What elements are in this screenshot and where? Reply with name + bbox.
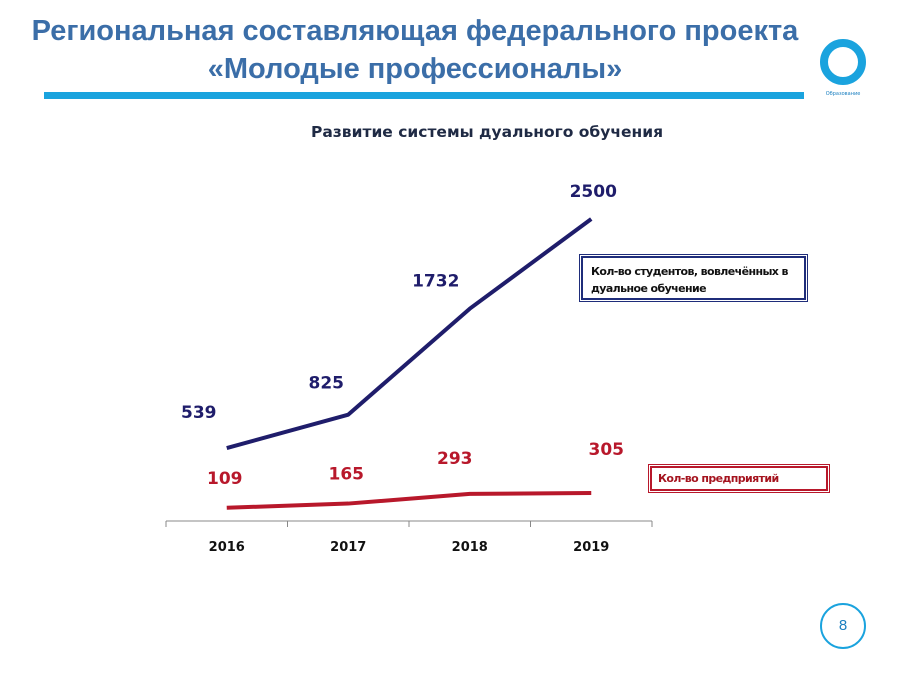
education-logo: Образование bbox=[816, 38, 870, 108]
data-label-1-2018: 293 bbox=[437, 449, 473, 469]
page-title: Региональная составляющая федерального п… bbox=[0, 12, 830, 88]
legend-students: Кол-во студентов, вовлечённых в дуальное… bbox=[579, 254, 808, 302]
logo-caption: Образование bbox=[825, 91, 861, 97]
data-label-0-2019: 2500 bbox=[570, 182, 617, 202]
series-line-0 bbox=[226, 217, 593, 450]
x-tick-label-2017: 2017 bbox=[330, 540, 366, 555]
series-line-1 bbox=[226, 491, 592, 510]
data-label-0-2017: 825 bbox=[309, 374, 345, 394]
legend-companies: Кол-во предприятий bbox=[648, 464, 830, 493]
ring-logo-icon bbox=[820, 39, 866, 85]
data-label-1-2019: 305 bbox=[589, 440, 625, 460]
x-tick-label-2018: 2018 bbox=[452, 540, 488, 555]
x-tick-label-2019: 2019 bbox=[573, 540, 609, 555]
legend-companies-label: Кол-во предприятий bbox=[658, 472, 779, 485]
x-tick-label-2016: 2016 bbox=[209, 540, 245, 555]
page-title-line-2: «Молодые профессионалы» bbox=[207, 53, 623, 85]
data-label-1-2016: 109 bbox=[207, 469, 243, 489]
chart-title: Развитие системы дуального обучения bbox=[311, 123, 663, 141]
data-label-0-2018: 1732 bbox=[412, 272, 459, 292]
data-label-1-2017: 165 bbox=[329, 465, 365, 485]
page-title-line-1: Региональная составляющая федерального п… bbox=[31, 15, 799, 47]
legend-students-label: Кол-во студентов, вовлечённых в дуальное… bbox=[591, 265, 788, 295]
header-divider bbox=[44, 92, 804, 99]
page-number: 8 bbox=[820, 603, 866, 649]
data-label-0-2016: 539 bbox=[181, 403, 217, 423]
